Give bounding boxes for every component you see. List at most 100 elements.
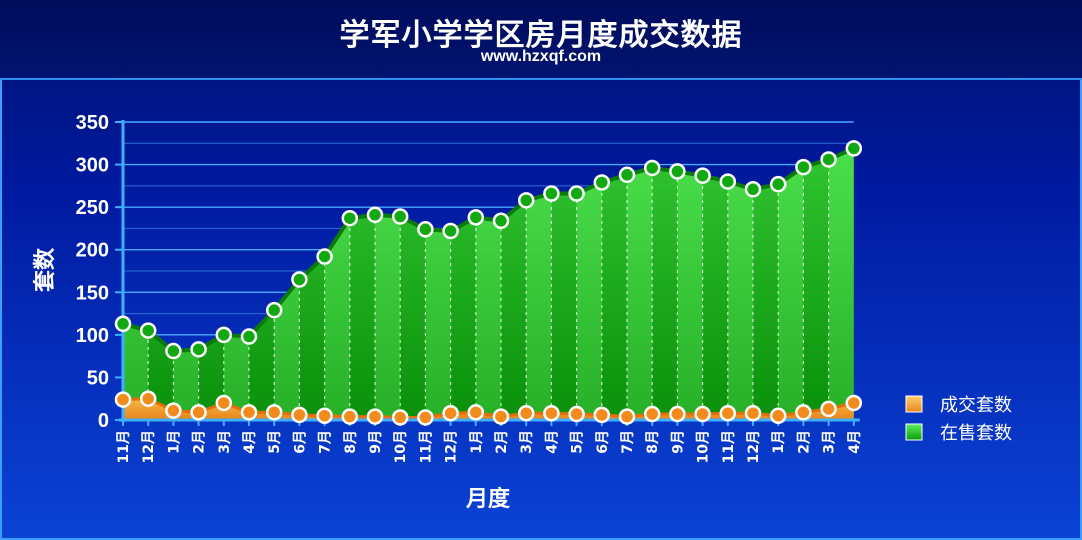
- marker-onsale: [139, 322, 157, 339]
- x-tick-label: 5月: [570, 430, 586, 454]
- marker-deals: [568, 405, 585, 423]
- legend-swatch-deals: [905, 395, 923, 413]
- x-tick-label: 9月: [670, 430, 686, 454]
- marker-onsale: [618, 166, 636, 184]
- marker-onsale: [669, 163, 686, 180]
- marker-onsale: [467, 209, 485, 226]
- y-tick-label: 100: [76, 325, 109, 347]
- x-tick-label: 4月: [544, 430, 560, 454]
- x-axis-title: 月度: [465, 486, 511, 512]
- marker-onsale: [769, 175, 787, 193]
- marker-deals: [391, 409, 409, 426]
- area-band: [727, 181, 753, 420]
- marker-onsale: [442, 222, 459, 240]
- marker-deals: [845, 394, 863, 412]
- area-band: [349, 214, 375, 420]
- x-tick-label: 4月: [242, 430, 258, 454]
- area-band: [601, 174, 627, 420]
- marker-deals: [517, 404, 535, 422]
- x-tick-label: 3月: [217, 430, 233, 454]
- marker-deals: [694, 405, 711, 423]
- marker-deals: [265, 404, 283, 421]
- y-tick-label: 300: [76, 155, 109, 177]
- marker-onsale: [845, 140, 863, 157]
- area-band: [627, 167, 653, 420]
- marker-deals: [795, 404, 812, 421]
- x-tick-label: 11月: [418, 430, 434, 463]
- area-band: [753, 184, 779, 420]
- area-band: [501, 200, 527, 420]
- marker-onsale: [391, 208, 409, 225]
- area-band: [274, 279, 300, 420]
- area-band: [450, 217, 476, 420]
- marker-onsale: [265, 301, 283, 319]
- area-band: [702, 175, 728, 420]
- marker-deals: [215, 394, 233, 412]
- area-band: [475, 217, 501, 420]
- area-band: [677, 171, 703, 420]
- marker-onsale: [543, 185, 560, 202]
- y-tick-label: 250: [76, 197, 109, 219]
- marker-deals: [744, 404, 762, 422]
- x-tick-label: 3月: [519, 430, 535, 454]
- marker-onsale: [190, 341, 207, 358]
- area-band: [526, 193, 552, 420]
- y-tick-label: 150: [76, 282, 109, 304]
- x-tick-label: 2月: [494, 430, 510, 454]
- chart-header: 学军小学学区房月度成交数据 www.hzxqf.com: [0, 0, 1082, 80]
- x-tick-label: 5月: [267, 430, 283, 454]
- marker-onsale: [316, 248, 333, 265]
- marker-deals: [643, 405, 661, 423]
- x-tick-label: 6月: [595, 430, 611, 454]
- marker-deals: [719, 404, 737, 422]
- series-area-onsale: [123, 148, 854, 420]
- marker-onsale: [568, 185, 585, 202]
- area-band: [551, 193, 577, 420]
- marker-deals: [139, 390, 157, 407]
- y-tick-label: 200: [76, 240, 109, 262]
- x-tick-label: 12月: [141, 430, 157, 463]
- y-tick-label: 0: [98, 410, 109, 432]
- area-band: [249, 310, 275, 420]
- legend: 成交套数 在售套数: [905, 395, 1012, 444]
- marker-deals: [467, 404, 485, 421]
- marker-deals: [543, 404, 560, 422]
- area-band: [375, 214, 401, 420]
- marker-deals: [316, 407, 333, 424]
- marker-deals: [366, 408, 384, 425]
- x-tick-label: 2月: [192, 430, 208, 454]
- chart-title: 学军小学学区房月度成交数据: [339, 18, 743, 53]
- area-band: [803, 159, 829, 420]
- marker-onsale: [795, 158, 812, 176]
- marker-deals: [190, 404, 207, 421]
- x-tick-label: 1月: [469, 430, 485, 454]
- area-band: [173, 349, 199, 420]
- marker-deals: [618, 408, 636, 425]
- series-areas: [122, 146, 855, 420]
- x-tick-label: 9月: [368, 430, 384, 454]
- marker-deals: [240, 404, 258, 421]
- area-band: [828, 148, 854, 420]
- marker-onsale: [744, 181, 762, 198]
- legend-label-onsale: 在售套数: [940, 423, 1012, 444]
- x-tick-label: 10月: [393, 430, 409, 463]
- marker-onsale: [643, 159, 661, 177]
- x-tick-label: 3月: [822, 430, 838, 454]
- marker-deals: [492, 408, 510, 425]
- area-band: [400, 216, 426, 420]
- marker-deals: [291, 406, 308, 424]
- series-markers: [114, 140, 863, 426]
- x-tick-label: 7月: [318, 430, 334, 454]
- x-tick-label: 6月: [292, 430, 308, 454]
- chart-subtitle: www.hzxqf.com: [480, 48, 602, 65]
- marker-onsale: [417, 221, 434, 238]
- area-band: [652, 167, 678, 420]
- marker-deals: [341, 408, 359, 425]
- x-tick-label: 11月: [721, 430, 737, 463]
- marker-onsale: [240, 328, 258, 345]
- x-tick-label: 4月: [847, 430, 863, 454]
- marker-onsale: [820, 151, 837, 168]
- marker-deals: [593, 406, 611, 424]
